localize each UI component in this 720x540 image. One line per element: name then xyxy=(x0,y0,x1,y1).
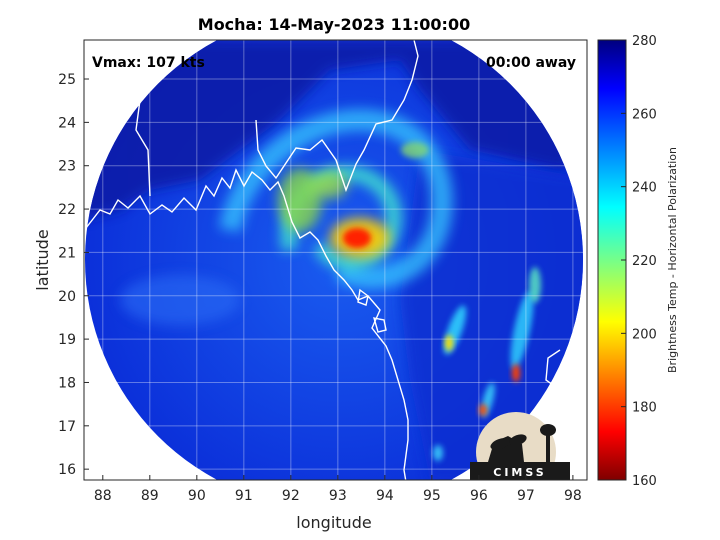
x-tick-label: 91 xyxy=(235,488,253,504)
colorbar-tick-label: 260 xyxy=(632,107,657,122)
x-tick-label: 97 xyxy=(517,488,535,504)
colorbar-ticks: 160 180 200 220 240 260 280 xyxy=(621,34,657,489)
band-north xyxy=(312,171,348,199)
colorbar-tick-label: 180 xyxy=(632,401,657,416)
border-east-lower xyxy=(545,349,583,413)
y-tick-label: 23 xyxy=(58,159,76,175)
x-axis-ticks: 88 89 90 91 92 93 94 95 96 97 98 xyxy=(94,475,582,504)
x-tick-label: 95 xyxy=(423,488,441,504)
colorbar-tick-label: 200 xyxy=(632,327,657,342)
eyewall-core xyxy=(343,228,371,248)
y-tick-label: 22 xyxy=(58,202,76,218)
island xyxy=(357,288,369,306)
vmax-annotation: Vmax: 107 kts xyxy=(92,55,205,71)
y-tick-label: 24 xyxy=(58,115,76,131)
time-away-annotation: 00:00 away xyxy=(486,55,576,71)
y-tick-label: 20 xyxy=(58,289,76,305)
x-tick-label: 92 xyxy=(282,488,300,504)
cimss-logo: CIMSS xyxy=(470,412,570,480)
band-coastal xyxy=(278,168,322,232)
y-axis-ticks: 16 17 18 19 20 21 22 23 24 25 xyxy=(58,72,89,478)
x-tick-label: 98 xyxy=(564,488,582,504)
rainband-east xyxy=(529,267,541,303)
rainband-south-2-core xyxy=(512,364,520,382)
x-tick-label: 90 xyxy=(188,488,206,504)
y-tick-label: 18 xyxy=(58,375,76,391)
y-axis-label: latitude xyxy=(33,229,52,290)
coastline-bay-of-bengal xyxy=(85,168,409,480)
y-tick-label: 17 xyxy=(58,419,76,435)
band-nne xyxy=(401,142,429,158)
colorbar-tick-label: 240 xyxy=(632,181,657,196)
y-tick-label: 16 xyxy=(58,462,76,478)
plot-frame xyxy=(83,39,588,481)
chart-title: Mocha: 14-May-2023 11:00:00 xyxy=(198,15,470,34)
x-tick-label: 96 xyxy=(470,488,488,504)
island-2 xyxy=(373,317,387,333)
y-tick-label: 25 xyxy=(58,72,76,88)
land-region-north xyxy=(85,40,583,220)
band-west-faint xyxy=(120,275,240,325)
rainband-south-2 xyxy=(510,290,534,370)
x-tick-label: 89 xyxy=(141,488,159,504)
colorbar-label: Brightness Temp - Horizontal Polarizatio… xyxy=(666,147,679,373)
colorbar-tick-label: 160 xyxy=(632,474,657,489)
logo-label: CIMSS xyxy=(493,466,546,479)
rainband-far-south xyxy=(433,445,443,461)
colorbar-tick-label: 280 xyxy=(632,34,657,49)
y-tick-label: 19 xyxy=(58,332,76,348)
x-tick-label: 94 xyxy=(376,488,394,504)
x-tick-label: 88 xyxy=(94,488,112,504)
rainband-south-3-core xyxy=(479,404,487,416)
rainband-south-1-core xyxy=(445,335,453,351)
x-tick-label: 93 xyxy=(329,488,347,504)
border-west xyxy=(85,59,151,197)
coastlines xyxy=(85,40,583,480)
colorbar-tick-label: 220 xyxy=(632,254,657,269)
coastline-north-border xyxy=(255,40,419,193)
x-axis-label: longitude xyxy=(296,513,371,532)
border-east xyxy=(547,40,579,122)
microwave-swath xyxy=(85,40,583,480)
y-tick-label: 21 xyxy=(58,245,76,261)
